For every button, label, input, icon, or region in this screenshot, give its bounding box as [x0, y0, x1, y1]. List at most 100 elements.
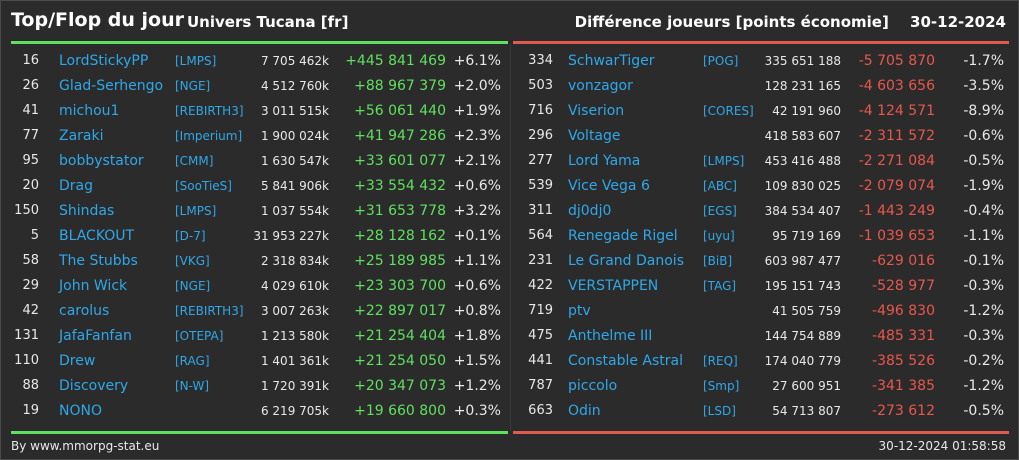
player-name-link[interactable]: Glad-Serhengo: [59, 78, 164, 94]
alliance-tag-link[interactable]: [REQ]: [703, 354, 738, 368]
flop-table: 334 SchwarTiger [POG] 335 651 188 -5 705 870…: [510, 50, 1018, 425]
alliance-tag-link[interactable]: [LSD]: [703, 404, 736, 418]
alliance-tag-link[interactable]: [Imperium]: [175, 129, 243, 143]
points-cell: 3 007 263k: [260, 304, 329, 318]
rank-cell: 503: [528, 78, 553, 93]
player-name-link[interactable]: JafaFanfan: [59, 328, 132, 344]
difference-cell: -485 331: [872, 328, 935, 344]
player-name-link[interactable]: carolus: [59, 303, 110, 319]
alliance-tag-link[interactable]: [D-7]: [175, 229, 206, 243]
player-name-link[interactable]: piccolo: [568, 378, 618, 394]
difference-cell: -496 830: [872, 303, 935, 319]
player-name-link[interactable]: John Wick: [59, 278, 128, 294]
points-cell: 144 754 889: [764, 329, 841, 343]
player-name-link[interactable]: VERSTAPPEN: [568, 278, 659, 294]
top-row: 16 LordStickyPP [LMPS] 7 705 462k +445 841 4…: [1, 50, 510, 75]
difference-cell: +23 303 700: [354, 278, 446, 294]
player-name-link[interactable]: Voltage: [568, 128, 621, 144]
percent-cell: -0.1%: [963, 253, 1004, 269]
alliance-tag-link[interactable]: [TAG]: [703, 279, 737, 293]
player-name-link[interactable]: NONO: [59, 403, 102, 419]
top-row: 5 BLACKOUT [D-7] 31 953 227k +28 128 162 +0.1…: [1, 225, 510, 250]
header-right: Différence joueurs [points économie] 30-…: [575, 13, 1006, 31]
alliance-tag-link[interactable]: [LMPS]: [703, 154, 745, 168]
player-name-link[interactable]: Shindas: [59, 203, 115, 219]
player-name-link[interactable]: dj0dj0: [568, 203, 612, 219]
rank-cell: 41: [22, 103, 39, 118]
percent-cell: +2.0%: [453, 78, 501, 94]
player-name-link[interactable]: Constable Astral: [568, 353, 684, 369]
player-name-link[interactable]: Odin: [568, 403, 601, 419]
top-row: 42 carolus [REBIRTH3] 3 007 263k +22 897 017…: [1, 300, 510, 325]
player-name-link[interactable]: Renegade Rigel: [568, 228, 678, 244]
rank-cell: 19: [22, 403, 39, 418]
player-name-link[interactable]: ptv: [568, 303, 591, 319]
alliance-tag-link[interactable]: [EGS]: [703, 204, 737, 218]
alliance-tag-link[interactable]: [SooTieS]: [175, 179, 232, 193]
player-name-link[interactable]: Le Grand Danois: [568, 253, 684, 269]
player-name-link[interactable]: vonzagor: [568, 78, 633, 94]
alliance-tag-link[interactable]: [REBIRTH3]: [175, 104, 244, 118]
rank-cell: 110: [14, 353, 39, 368]
rank-cell: 334: [528, 53, 553, 68]
alliance-tag-link[interactable]: [CORES]: [703, 104, 754, 118]
points-cell: 7 705 462k: [260, 54, 329, 68]
difference-cell: -5 705 870: [858, 53, 935, 69]
points-cell: 41 505 759: [772, 304, 841, 318]
alliance-tag-link[interactable]: [BiB]: [703, 254, 733, 268]
alliance-tag-link[interactable]: [OTEPA]: [175, 329, 224, 343]
top-row: 58 The Stubbs [VKG] 2 318 834k +25 189 985 +1…: [1, 250, 510, 275]
flop-row: 503 vonzagor 128 231 165 -4 603 656 -3.5%: [510, 75, 1018, 100]
alliance-tag-link[interactable]: [RAG]: [175, 354, 210, 368]
player-name-link[interactable]: The Stubbs: [59, 253, 138, 269]
rank-cell: 29: [22, 278, 39, 293]
difference-cell: -341 385: [872, 378, 935, 394]
player-name-link[interactable]: Drew: [59, 353, 96, 369]
alliance-tag-link[interactable]: [uyu]: [703, 229, 735, 243]
alliance-tag-link[interactable]: [NGE]: [175, 79, 211, 93]
player-name-link[interactable]: Vice Vega 6: [568, 178, 650, 194]
player-name-link[interactable]: Discovery: [59, 378, 129, 394]
player-name-link[interactable]: SchwarTiger: [568, 53, 655, 69]
alliance-tag-link[interactable]: [REBIRTH3]: [175, 304, 244, 318]
player-name-link[interactable]: Viserion: [568, 103, 625, 119]
alliance-tag-link[interactable]: [LMPS]: [175, 204, 217, 218]
points-cell: 5 841 906k: [260, 179, 329, 193]
player-name-link[interactable]: Lord Yama: [568, 153, 641, 169]
alliance-tag-link[interactable]: [CMM]: [175, 154, 214, 168]
alliance-tag-link[interactable]: [VKG]: [175, 254, 210, 268]
player-name-link[interactable]: michou1: [59, 103, 120, 119]
points-cell: 54 713 807: [772, 404, 841, 418]
alliance-tag-link[interactable]: [N-W]: [175, 379, 210, 393]
difference-cell: -2 311 572: [858, 128, 935, 144]
player-name-link[interactable]: LordStickyPP: [59, 53, 149, 69]
rank-cell: 564: [528, 228, 553, 243]
points-cell: 453 416 488: [764, 154, 841, 168]
points-cell: 4 512 760k: [260, 79, 329, 93]
flop-row: 311 dj0dj0 [EGS] 384 534 407 -1 443 249 -0.4%: [510, 200, 1018, 225]
player-name-link[interactable]: Zaraki: [59, 128, 104, 144]
difference-cell: +21 254 050: [354, 353, 446, 369]
flop-row: 475 Anthelme III 144 754 889 -485 331 -0.3%: [510, 325, 1018, 350]
player-name-link[interactable]: Drag: [59, 178, 94, 194]
rank-cell: 539: [528, 178, 553, 193]
top-divider-green: [11, 41, 508, 44]
top-row: 110 Drew [RAG] 1 401 361k +21 254 050 +1.5%: [1, 350, 510, 375]
alliance-tag-link[interactable]: [Smp]: [703, 379, 740, 393]
top-divider-red: [513, 41, 1009, 44]
player-name-link[interactable]: BLACKOUT: [59, 228, 135, 244]
flop-row: 564 Renegade Rigel [uyu] 95 719 169 -1 039 6…: [510, 225, 1018, 250]
difference-cell: +28 128 162: [354, 228, 446, 244]
alliance-tag-link[interactable]: [LMPS]: [175, 54, 217, 68]
player-name-link[interactable]: bobbystator: [59, 153, 144, 169]
points-cell: 128 231 165: [764, 79, 841, 93]
player-name-link[interactable]: Anthelme III: [568, 328, 653, 344]
difference-cell: +33 601 077: [354, 153, 446, 169]
percent-cell: -1.9%: [963, 178, 1004, 194]
alliance-tag-link[interactable]: [NGE]: [175, 279, 211, 293]
points-cell: 95 719 169: [772, 229, 841, 243]
alliance-tag-link[interactable]: [ABC]: [703, 179, 737, 193]
footer-timestamp: 30-12-2024 01:58:58: [878, 439, 1006, 453]
difference-cell: -385 526: [872, 353, 935, 369]
alliance-tag-link[interactable]: [POG]: [703, 54, 739, 68]
